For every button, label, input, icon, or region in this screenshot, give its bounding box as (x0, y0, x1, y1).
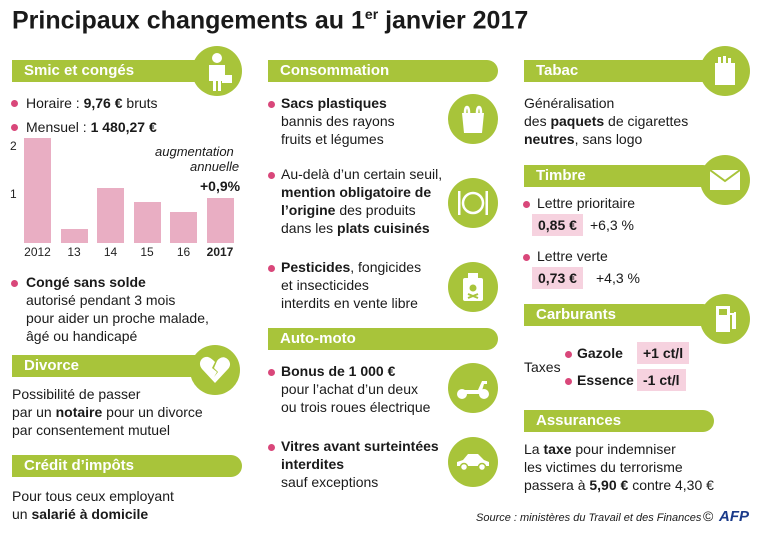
chart-bar (206, 197, 234, 243)
bonus-line: ou trois roues électrique (281, 399, 431, 415)
verte-label: Lettre verte (537, 248, 608, 264)
bullet (565, 378, 572, 385)
conge-line: âgé ou handicapé (26, 328, 138, 344)
taxes-label: Taxes (524, 359, 561, 375)
chart-bar (133, 202, 161, 243)
assurances-header: Assurances (524, 410, 714, 432)
divorce-line: par consentement mutuel (12, 422, 170, 438)
divorce-line: par un notaire pour un divorce (12, 404, 203, 420)
tabac-header: Tabac (524, 60, 714, 82)
sacs-title: Sacs plastiques (281, 95, 387, 111)
divorce-header: Divorce (12, 355, 208, 377)
sacs-line: bannis des rayons (281, 113, 395, 129)
x-tick-label: 16 (176, 245, 191, 259)
bullet (268, 101, 275, 108)
bullet (11, 280, 18, 287)
worker-icon (192, 46, 242, 96)
bonus-title: Bonus de 1 000 € (281, 363, 396, 379)
bonus-line: pour l’achat d’un deux (281, 381, 418, 397)
tabac-line: neutres, sans logo (524, 131, 643, 147)
prioritaire-price: 0,85 € (532, 214, 583, 236)
auto-moto-header: Auto-moto (268, 328, 498, 350)
chart-bar (97, 188, 124, 243)
bullet (268, 172, 275, 179)
bullet (565, 351, 572, 358)
afp-logo: AFP (719, 508, 749, 525)
gazole-label: Gazole (577, 345, 623, 361)
consommation-header: Consommation (268, 60, 498, 82)
copyright-symbol: © (703, 508, 714, 524)
origine-line: mention obligatoire de (281, 184, 432, 200)
chart-bar (24, 137, 51, 243)
page-title: Principaux changements au 1er janvier 20… (12, 6, 529, 35)
essence-value: -1 ct/l (637, 369, 686, 391)
broken-heart-icon (190, 345, 240, 395)
conge-line: pour aider un proche malade, (26, 310, 209, 326)
timbre-header: Timbre (524, 165, 714, 187)
credit-line: un salarié à domicile (12, 506, 149, 522)
vitres-line: sauf exceptions (281, 474, 379, 490)
origine-line: dans les plats cuisinés (281, 220, 430, 236)
plate-cutlery-icon (448, 178, 498, 228)
envelope-icon (700, 155, 750, 205)
bullet (523, 201, 530, 208)
origine-line: l’origine des produits (281, 202, 416, 218)
horaire-line: Horaire : 9,76 € bruts (26, 95, 158, 111)
aug-value: +0,9% (200, 178, 241, 194)
fuel-pump-icon (700, 294, 750, 344)
assurances-line: La taxe pour indemniser (524, 441, 676, 457)
tabac-line: des paquets de cigarettes (524, 113, 689, 129)
x-tick-label: 14 (103, 245, 118, 259)
tabac-line: Généralisation (524, 95, 615, 111)
x-tick-label: 2017 (206, 245, 234, 259)
scooter-icon (448, 363, 498, 413)
bullet (268, 444, 275, 451)
sacs-line: fruits et légumes (281, 131, 384, 147)
source-note: Source : ministères du Travail et des Fi… (476, 512, 702, 524)
credit-header: Crédit d’impôts (12, 455, 242, 477)
conge-title: Congé sans solde (26, 274, 146, 290)
aug-label-2: annuelle (190, 159, 240, 174)
x-tick-label: 13 (67, 245, 81, 259)
credit-line: Pour tous ceux employant (12, 488, 174, 504)
pesticides-line: interdits en vente libre (281, 295, 418, 311)
divorce-line: Possibilité de passer (12, 386, 141, 402)
essence-label: Essence (577, 372, 634, 388)
car-icon (448, 437, 498, 487)
bullet (11, 124, 18, 131)
y-tick-label: 2 (10, 139, 17, 154)
bullet (11, 100, 18, 107)
chart-bar (170, 211, 197, 243)
origine-line: Au-delà d’un certain seuil, (281, 166, 443, 182)
bullet (268, 369, 275, 376)
aug-label-1: augmentation (155, 144, 234, 159)
assurances-line: les victimes du terrorisme (524, 459, 683, 475)
prioritaire-label: Lettre prioritaire (537, 195, 636, 211)
gazole-value: +1 ct/l (637, 342, 690, 364)
bullet (268, 265, 275, 272)
x-tick-label: 15 (140, 245, 154, 259)
x-tick-label: 2012 (24, 245, 51, 259)
pesticide-can-icon (448, 262, 498, 312)
mensuel-line: Mensuel : 1 480,27 € (26, 119, 157, 135)
vitres-title: interdites (281, 456, 345, 472)
assurances-line: passera à 5,90 € contre 4,30 € (524, 477, 714, 493)
chart-bar (60, 228, 88, 243)
carburants-header: Carburants (524, 304, 714, 326)
pesticides-line: et insecticides (281, 277, 369, 293)
bullet (523, 254, 530, 261)
y-tick-label: 1 (10, 187, 17, 202)
conge-line: autorisé pendant 3 mois (26, 292, 176, 308)
plastic-bag-icon (448, 94, 498, 144)
verte-price: 0,73 € (532, 267, 583, 289)
cigarette-pack-icon (700, 46, 750, 96)
verte-change: +4,3 % (596, 270, 640, 286)
smic-header: Smic et congés (12, 60, 208, 82)
pesticides-line: Pesticides, fongicides (281, 259, 422, 275)
vitres-title: Vitres avant surteintées (281, 438, 439, 454)
prioritaire-change: +6,3 % (590, 217, 634, 233)
